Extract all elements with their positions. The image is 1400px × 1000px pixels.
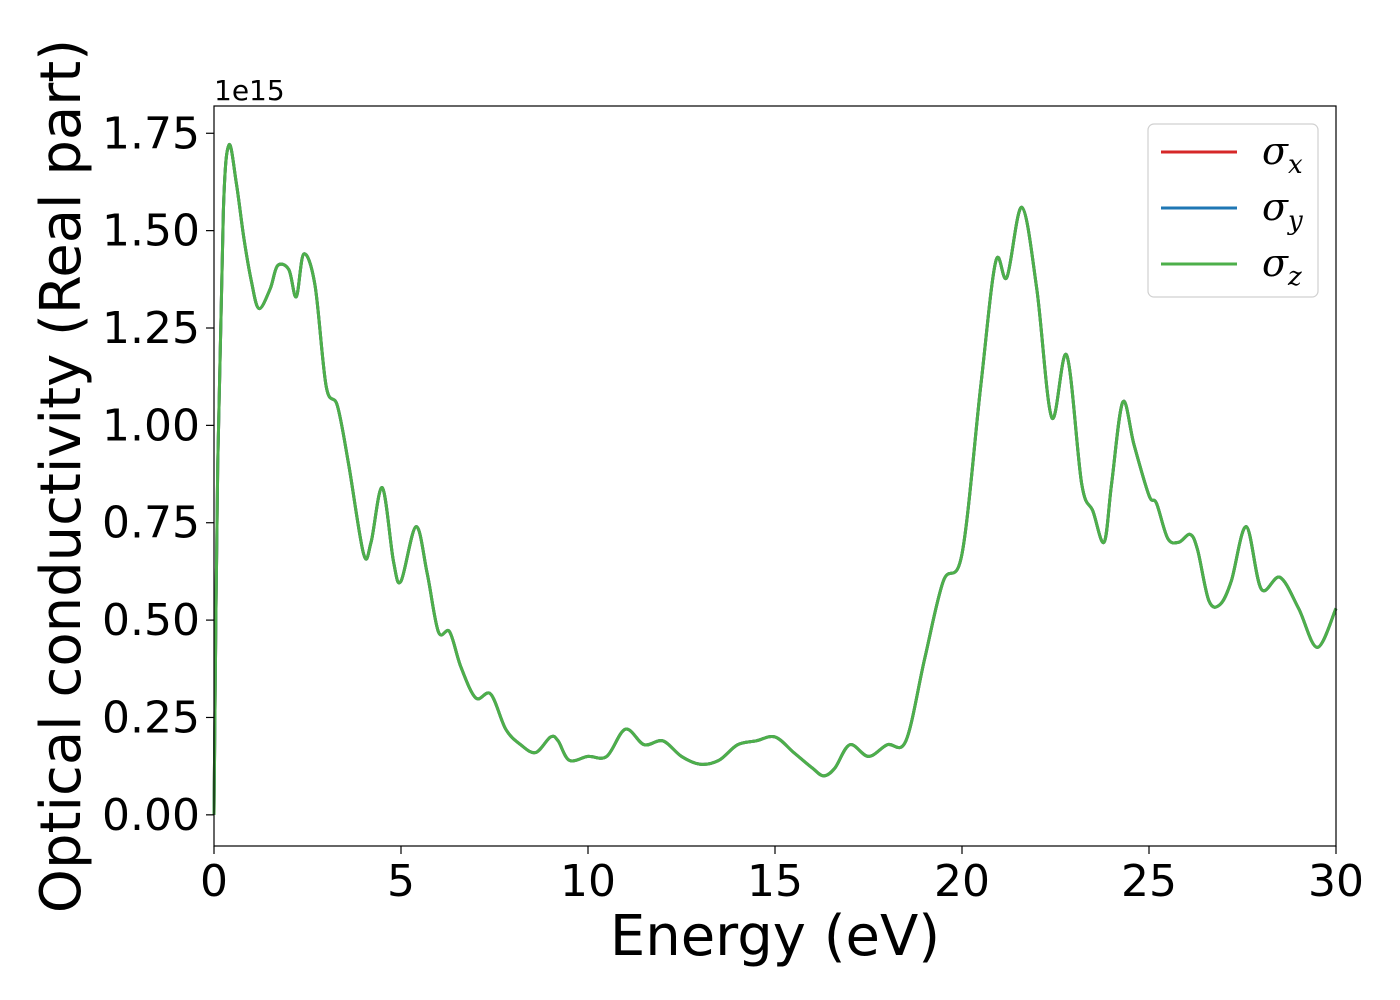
x-tick-label: 20: [934, 856, 990, 907]
y-tick-label: 0.25: [102, 692, 200, 743]
y-tick-label: 1.75: [102, 108, 200, 159]
x-tick-label: 10: [560, 856, 616, 907]
series-layer: [212, 143, 1338, 815]
y-axis: 0.00 0.25 0.50 0.75 1.00 1.25 1.50 1.75: [102, 108, 214, 841]
y-tick-label: 0.75: [102, 498, 200, 549]
series-line-3: [212, 143, 1338, 815]
x-tick-label: 30: [1308, 856, 1364, 907]
legend-entry: σz: [1262, 241, 1302, 292]
y-tick-label: 0.00: [102, 790, 200, 841]
y-tick-label: 1.50: [102, 206, 200, 257]
x-tick-label: 5: [387, 856, 415, 907]
legend-entry: σy: [1262, 185, 1303, 236]
x-axis-label: Energy (eV): [610, 904, 940, 969]
x-tick-label: 15: [747, 856, 803, 907]
y-axis-label: Optical conductivity (Real part): [29, 39, 94, 913]
y-offset-label: 1e15: [214, 74, 285, 107]
x-axis: 0 5 10 15 20 25 30: [200, 846, 1364, 907]
x-tick-label: 0: [200, 856, 228, 907]
y-tick-label: 1.00: [102, 400, 200, 451]
y-tick-label: 0.50: [102, 595, 200, 646]
y-tick-label: 1.25: [102, 303, 200, 354]
legend-entry: σx: [1262, 129, 1303, 180]
legend-box: [1147, 123, 1319, 298]
x-tick-label: 25: [1121, 856, 1177, 907]
